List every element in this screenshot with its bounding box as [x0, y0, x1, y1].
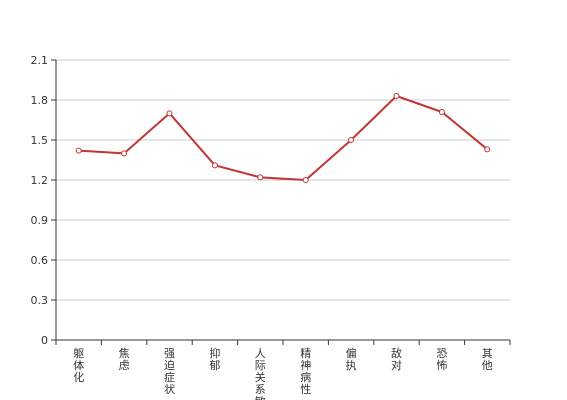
- data-point: [438, 109, 445, 115]
- y-axis-ticks: 0 0.3 0.6 0.9 1.2 1.5 1.8 2.1: [31, 54, 56, 347]
- series-line: [78, 95, 488, 181]
- y-tick-label: 1.2: [31, 174, 49, 187]
- data-point: [121, 150, 128, 157]
- x-tick-label: 敌对: [391, 346, 402, 372]
- data-point: [348, 137, 355, 143]
- y-tick-label: 0.9: [31, 214, 49, 227]
- y-tick-label: 1.8: [31, 94, 49, 107]
- x-tick-label: 恐怖: [436, 347, 447, 372]
- x-tick-label: 偏执: [346, 346, 357, 372]
- y-tick-label: 0.3: [31, 294, 49, 307]
- axes: [55, 60, 510, 341]
- y-tick-label: 0: [41, 334, 48, 347]
- y-tick-label: 0.6: [31, 254, 49, 267]
- data-point: [211, 162, 218, 169]
- y-tick-label: 1.5: [31, 134, 49, 147]
- data-point: [302, 177, 309, 183]
- data-point: [166, 110, 173, 117]
- x-tick-label: 人际关系敏感: [255, 347, 266, 400]
- x-tick-label: 其他: [482, 347, 493, 372]
- grid-lines: [56, 59, 510, 301]
- x-tick-label: 强迫症状: [164, 347, 175, 396]
- y-tick-label: 2.1: [31, 54, 49, 67]
- series: [75, 93, 491, 183]
- x-tick-label: 抑郁: [209, 346, 220, 372]
- data-point: [257, 174, 264, 181]
- x-tick-label: 躯体化: [73, 347, 84, 384]
- data-point: [393, 93, 400, 99]
- data-point: [75, 147, 82, 154]
- x-tick-label: 焦虑: [119, 347, 130, 372]
- x-axis-ticks: 躯体化 焦虑 强迫症状 抑郁 人际关系敏感 精神病性 偏执 敌对 恐怖 其他: [55, 340, 511, 400]
- x-tick-label: 精神病性: [300, 347, 311, 396]
- data-point: [484, 146, 491, 153]
